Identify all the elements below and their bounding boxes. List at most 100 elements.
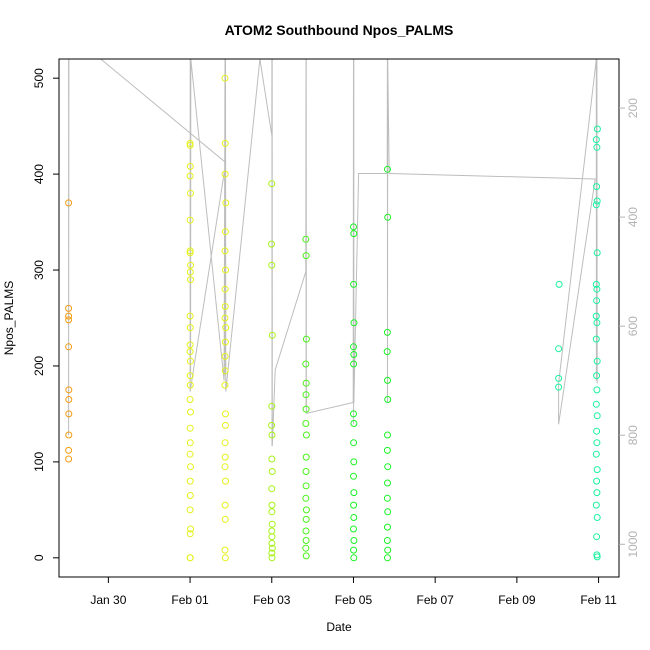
data-point <box>384 213 392 221</box>
data-point <box>302 379 310 387</box>
x-tick-label: Jan 30 <box>90 593 126 607</box>
y-axis: 0 100 200 300 400 500 <box>32 68 59 561</box>
data-point <box>592 400 600 408</box>
data-point <box>221 515 229 523</box>
data-point <box>186 172 194 180</box>
data-point <box>384 554 391 562</box>
data-point <box>384 523 391 531</box>
data-point <box>302 431 310 439</box>
data-point <box>302 506 310 514</box>
data-point <box>222 477 229 485</box>
data-point <box>221 303 229 310</box>
data-point <box>186 506 194 514</box>
data-point <box>221 139 229 147</box>
data-point <box>302 360 310 368</box>
y2-tick-label: 400 <box>626 207 640 227</box>
x-axis-title: Date <box>326 620 352 634</box>
data-point <box>221 314 229 322</box>
data-point <box>592 501 600 509</box>
data-point <box>65 312 73 320</box>
x-tick-label: Feb 01 <box>171 593 209 607</box>
data-point <box>186 312 194 320</box>
data-point <box>187 189 194 197</box>
data-point <box>268 180 276 188</box>
data-point <box>302 537 310 544</box>
y-tick-label: 300 <box>32 260 46 280</box>
data-point <box>186 477 194 485</box>
data-point <box>302 235 310 243</box>
data-point <box>65 199 73 207</box>
data-point <box>593 489 601 497</box>
data-point <box>186 341 194 349</box>
data-point <box>350 525 357 533</box>
data-point <box>384 431 391 439</box>
data-point <box>302 405 310 413</box>
data-point <box>221 546 229 554</box>
data-point <box>593 412 601 420</box>
data-point <box>302 468 310 475</box>
data-point <box>268 554 276 562</box>
data-point <box>268 468 276 475</box>
data-point <box>383 446 391 454</box>
data-point <box>268 240 275 248</box>
y-tick-label: 200 <box>32 356 46 376</box>
data-point <box>221 285 229 293</box>
data-point <box>222 199 230 207</box>
x-tick-label: Feb 11 <box>580 593 617 607</box>
data-point <box>186 554 194 562</box>
y-axis-title: Npos_PALMS <box>2 281 16 355</box>
data-point <box>65 343 73 351</box>
data-point <box>384 546 392 554</box>
data-point <box>350 514 358 521</box>
data-point <box>221 367 229 375</box>
data-points <box>65 74 601 562</box>
data-point <box>186 249 194 257</box>
data-point <box>593 125 601 133</box>
data-point <box>268 421 276 429</box>
data-point <box>593 386 601 394</box>
x-axis: Jan 30 Feb 01 Feb 03 Feb 05 Feb 07 Feb 09 Feb … <box>90 577 617 607</box>
data-point <box>350 546 358 554</box>
data-point <box>65 304 73 312</box>
series-5 <box>350 165 392 562</box>
plot-frame <box>58 58 620 578</box>
data-point <box>268 402 276 410</box>
data-point <box>593 197 601 205</box>
data-point <box>555 374 563 382</box>
data-point <box>350 439 358 447</box>
data-point <box>350 351 358 358</box>
y-tick-label: 0 <box>32 554 46 561</box>
data-point <box>302 515 310 523</box>
data-point <box>187 261 195 269</box>
data-point <box>302 552 310 560</box>
data-point <box>593 372 601 380</box>
data-point <box>186 450 194 458</box>
data-point <box>593 249 601 257</box>
data-point <box>593 143 601 151</box>
data-point <box>186 324 194 332</box>
data-point <box>302 391 310 399</box>
series-1 <box>65 199 73 463</box>
data-point <box>384 396 392 403</box>
data-point <box>302 420 310 427</box>
y-tick-label: 500 <box>32 68 46 88</box>
chart-title: ATOM2 Southbound Npos_PALMS <box>225 22 454 38</box>
y2-tick-label: 600 <box>626 316 640 336</box>
y-tick-label: 100 <box>32 452 46 472</box>
x-tick-label: Feb 03 <box>253 593 291 607</box>
data-point <box>65 316 73 324</box>
data-point <box>268 485 276 493</box>
data-point <box>592 136 600 144</box>
data-point <box>186 492 194 499</box>
data-point <box>302 527 310 535</box>
data-point <box>186 381 194 389</box>
data-point <box>221 338 229 346</box>
data-point <box>186 162 194 170</box>
data-point <box>268 331 276 339</box>
data-point <box>221 421 229 429</box>
data-point <box>186 396 194 403</box>
data-point <box>384 463 392 471</box>
series-3 <box>268 180 276 562</box>
y2-tick-label: 1000 <box>626 531 640 558</box>
data-point <box>268 527 276 535</box>
